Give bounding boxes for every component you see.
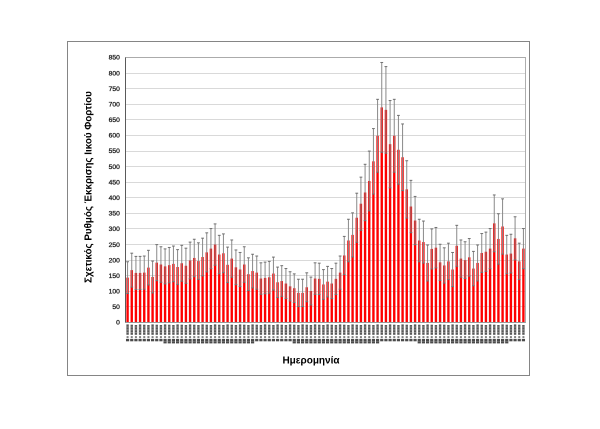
svg-text:550: 550 [109,148,120,155]
svg-text:500: 500 [109,164,120,171]
svg-text:650: 650 [109,117,120,124]
svg-text:350: 350 [109,211,120,218]
svg-text:300: 300 [109,226,120,233]
svg-text:150: 150 [109,273,120,280]
svg-text:750: 750 [109,86,120,93]
svg-text:200: 200 [109,257,120,264]
svg-text:700: 700 [109,101,120,108]
svg-text:400: 400 [109,195,120,202]
svg-text:800: 800 [109,70,120,77]
svg-text:Ημερομηνία: Ημερομηνία [282,356,340,367]
svg-text:450: 450 [109,179,120,186]
svg-text:0: 0 [116,320,120,327]
svg-text:Σχετικός Ρυθμός Έκκρισης Ιικού: Σχετικός Ρυθμός Έκκρισης Ιικού Φορτίου [84,91,95,283]
svg-text:50: 50 [112,304,120,311]
svg-text:100: 100 [109,289,120,296]
svg-text:850: 850 [109,55,120,62]
svg-text:250: 250 [109,242,120,249]
svg-text:600: 600 [109,133,120,140]
